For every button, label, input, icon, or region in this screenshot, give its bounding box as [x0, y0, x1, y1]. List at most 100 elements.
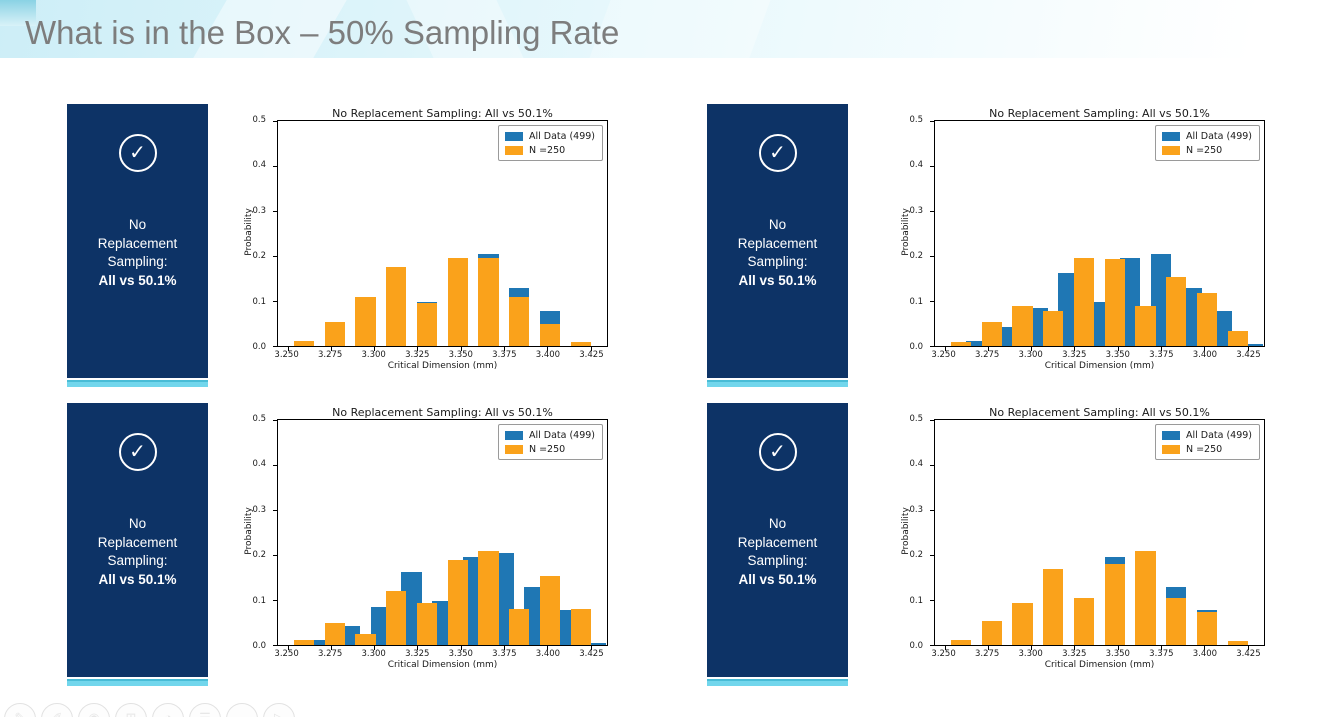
callout-card-block: ✓ No Replacement Sampling: All vs 50.1%	[707, 403, 848, 686]
zoom-icon[interactable]: ◔	[152, 703, 184, 717]
histogram-bar	[493, 552, 514, 645]
laser-pointer-icon[interactable]: ◉	[78, 703, 110, 717]
x-tick-label: 3.400	[1192, 649, 1218, 659]
card-line-bold: All vs 50.1%	[738, 272, 817, 288]
card-line-bold: All vs 50.1%	[98, 571, 177, 587]
x-tick-mark	[944, 347, 946, 351]
histogram-figure: No Replacement Sampling: All vs 50.1% Pr…	[897, 403, 1297, 674]
y-tick-label: 0.4	[252, 160, 266, 171]
card-line-bold: All vs 50.1%	[98, 272, 177, 288]
x-tick-label: 3.300	[361, 350, 386, 360]
x-tick-label: 3.275	[317, 350, 343, 360]
y-axis-ticks: 0.0 0.1 0.2 0.3 0.4 0.5	[897, 414, 930, 651]
histogram-bar	[1073, 257, 1095, 346]
next-slide-icon[interactable]: ▷	[263, 703, 295, 717]
more-options-icon[interactable]: ⋯	[226, 703, 258, 717]
histogram-bar	[324, 322, 345, 346]
histogram-bar	[1104, 259, 1125, 346]
histogram-bar	[1135, 550, 1156, 645]
legend-swatch	[504, 430, 523, 440]
histogram-bar	[981, 322, 1002, 346]
y-tick-mark	[930, 300, 934, 302]
y-tick-label: 0.0	[252, 641, 266, 651]
x-tick-mark	[1031, 347, 1033, 351]
y-tick-mark	[273, 210, 277, 212]
legend: All Data (499) N =250	[497, 424, 603, 460]
x-tick-label: 3.250	[274, 350, 299, 360]
card-accent-strip	[707, 380, 848, 387]
card-line-bold: All vs 50.1%	[738, 571, 817, 587]
y-tick-label: 0.3	[252, 205, 266, 216]
card-text: No Replacement Sampling: All vs 50.1%	[738, 515, 818, 589]
histogram-bar	[570, 342, 591, 346]
x-tick-mark	[1117, 646, 1119, 650]
y-tick-label: 0.4	[909, 160, 923, 171]
check-icon: ✓	[758, 433, 797, 471]
x-tick-label: 3.425	[1236, 649, 1261, 659]
histogram-bar	[1150, 253, 1171, 346]
legend-swatch	[1161, 444, 1180, 454]
captions-icon[interactable]: ☰	[189, 703, 221, 717]
y-tick-label: 0.5	[252, 115, 266, 125]
x-tick-mark	[590, 646, 592, 650]
x-tick-mark	[547, 646, 549, 650]
histogram-bar	[462, 557, 484, 645]
histogram-bar	[478, 550, 499, 645]
histogram-bar	[1104, 563, 1125, 645]
card-line: No	[128, 217, 147, 232]
histogram-bar	[1012, 306, 1033, 346]
highlighter-icon[interactable]: ✐	[41, 703, 73, 717]
y-tick-label: 0.4	[909, 459, 923, 470]
chart-title: No Replacement Sampling: All vs 50.1%	[989, 107, 1210, 120]
legend-entry: N =250	[1161, 442, 1252, 456]
x-tick-label: 3.350	[1105, 649, 1130, 659]
card-text: No Replacement Sampling: All vs 50.1%	[98, 216, 178, 290]
x-tick-label: 3.300	[1018, 350, 1043, 360]
histogram-bar	[1166, 597, 1187, 645]
legend-entry: N =250	[504, 143, 595, 157]
y-tick-label: 0.1	[909, 296, 923, 307]
callout-card: ✓ No Replacement Sampling: All vs 50.1%	[67, 104, 208, 378]
histogram-bar	[950, 341, 972, 346]
x-tick-label: 3.400	[535, 350, 561, 360]
y-axis-ticks: 0.0 0.1 0.2 0.3 0.4 0.5	[240, 115, 273, 352]
y-tick-mark	[930, 165, 934, 167]
histogram-bar	[1196, 612, 1217, 645]
histogram-bar	[570, 609, 591, 645]
card-accent-strip	[67, 679, 208, 686]
x-tick-mark	[417, 347, 419, 351]
plot-area: All Data (499) N =250	[273, 419, 608, 650]
y-tick-label: 0.3	[252, 504, 266, 515]
all-slides-icon[interactable]: ⊞	[115, 703, 147, 717]
y-tick-mark	[273, 464, 277, 466]
card-line: No	[128, 516, 147, 531]
x-tick-label: 3.375	[492, 649, 517, 659]
histogram-bar	[1073, 597, 1095, 645]
histogram-bar	[539, 575, 560, 645]
histogram-bar	[324, 623, 345, 645]
y-tick-mark	[930, 644, 934, 646]
callout-card: ✓ No Replacement Sampling: All vs 50.1%	[707, 104, 848, 378]
y-tick-mark	[273, 554, 277, 556]
card-accent-strip	[67, 380, 208, 387]
histogram-bar	[386, 590, 407, 645]
presenter-toolbar: ✎ ✐ ◉ ⊞ ◔ ☰ ⋯ ▷	[4, 703, 295, 717]
y-tick-label: 0.0	[252, 342, 266, 352]
histogram-bar	[1212, 311, 1233, 346]
histogram-bar	[416, 603, 438, 645]
y-tick-label: 0.3	[909, 205, 923, 216]
y-tick-mark	[273, 300, 277, 302]
pen-icon[interactable]: ✎	[4, 703, 36, 717]
legend-entry: All Data (499)	[1161, 428, 1252, 442]
histogram-bar	[293, 340, 315, 346]
check-icon: ✓	[118, 433, 157, 471]
chart-title: No Replacement Sampling: All vs 50.1%	[989, 406, 1210, 419]
y-tick-label: 0.0	[909, 641, 923, 651]
x-tick-label: 3.250	[931, 350, 956, 360]
card-line: Replacement	[737, 534, 818, 550]
callout-card-block: ✓ No Replacement Sampling: All vs 50.1%	[707, 104, 848, 387]
x-tick-label: 3.325	[1062, 649, 1087, 659]
x-tick-mark	[547, 347, 549, 351]
x-tick-mark	[987, 646, 989, 650]
x-tick-mark	[460, 646, 462, 650]
